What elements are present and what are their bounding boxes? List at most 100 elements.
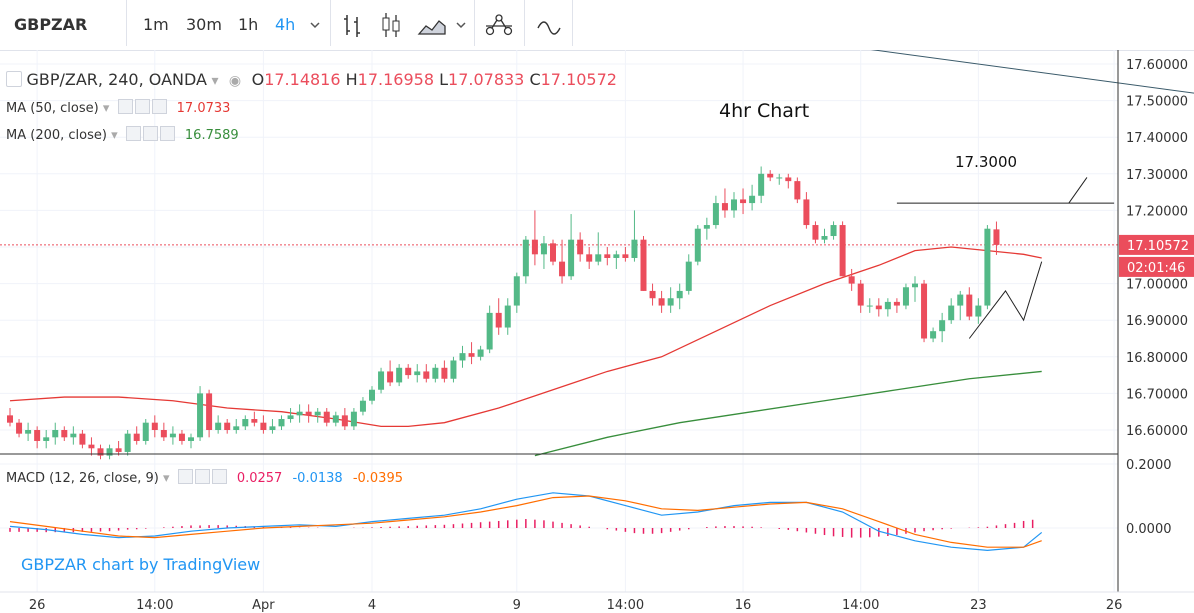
ma200-line — [534, 370, 1042, 457]
chevron-down-icon[interactable] — [309, 0, 321, 50]
countdown-tag — [1119, 256, 1194, 277]
tradingview-watermark[interactable]: GBPZAR chart by TradingView — [21, 555, 261, 574]
candle-body — [43, 437, 50, 441]
macd-label[interactable]: MACD (12, 26, close, 9) — [6, 471, 159, 486]
candle-body — [178, 433, 185, 441]
series-title[interactable]: GBP/ZAR, 240, OANDA — [26, 70, 207, 89]
chevron-down-icon[interactable]: ▾ — [163, 471, 170, 486]
candle-body — [450, 360, 457, 379]
low-value: 17.07833 — [448, 70, 525, 89]
candle-body — [251, 419, 258, 423]
candle-body — [550, 243, 556, 262]
candle-body — [631, 239, 638, 258]
candle-body — [749, 195, 756, 204]
close-icon[interactable] — [211, 469, 227, 484]
eye-icon[interactable] — [125, 126, 141, 141]
candle-body — [215, 422, 222, 430]
candle-body — [477, 349, 484, 357]
candle-body — [875, 305, 882, 310]
ma50-label[interactable]: MA (50, close) — [6, 101, 99, 116]
candle-body — [667, 298, 674, 306]
candle-body — [278, 419, 285, 427]
interval-1m-button[interactable]: 1m — [143, 15, 169, 34]
bar-style-icon[interactable] — [342, 0, 364, 50]
candle-body — [848, 276, 855, 284]
close-label: C — [529, 70, 541, 89]
candle-body — [305, 411, 312, 416]
candle-body — [975, 305, 982, 317]
candle-body — [169, 433, 176, 438]
chart-canvas[interactable]: 17.60000 17.50000 17.40000 17.30000 17.20000… — [0, 50, 1194, 613]
candle-body — [577, 239, 584, 255]
countdown-label: 02:01:46 — [1127, 261, 1185, 276]
toolbar-divider — [126, 0, 127, 46]
eye-icon[interactable] — [117, 99, 133, 114]
close-icon[interactable] — [159, 126, 175, 141]
trendline-line — [870, 50, 1194, 94]
candle-body — [7, 415, 13, 423]
gear-icon[interactable] — [194, 469, 210, 484]
price-tick-label: 17.60000 — [1126, 58, 1188, 73]
candle-body — [984, 228, 991, 306]
price-tick-label: 16.70000 — [1126, 387, 1188, 402]
macd-pane — [9, 492, 1043, 552]
candle-body — [314, 411, 321, 416]
toolbar-divider — [474, 0, 475, 46]
candle-body — [16, 422, 23, 434]
candle-body — [893, 301, 900, 306]
candle-body — [640, 239, 647, 291]
close-icon[interactable] — [151, 99, 167, 114]
price-tick-label: 16.90000 — [1126, 314, 1188, 329]
area-style-icon[interactable] — [417, 0, 447, 50]
candle-body — [151, 422, 158, 430]
candle-body — [486, 312, 493, 350]
interval-1h-button[interactable]: 1h — [238, 15, 259, 34]
candle-body — [559, 261, 566, 277]
macd-signal-value: -0.0395 — [352, 471, 403, 486]
macd-tick-label: 0.2000 — [1126, 458, 1172, 473]
candle-body — [522, 239, 529, 277]
chevron-down-icon[interactable]: ▾ — [111, 128, 118, 143]
price-axis: 17.60000 17.50000 17.40000 17.30000 17.20000… — [1119, 58, 1194, 537]
candle-body — [296, 411, 303, 416]
chart-annotation-title: 4hr Chart — [719, 100, 810, 122]
compare-icon[interactable] — [536, 0, 562, 50]
macd-line-value: -0.0138 — [292, 471, 343, 486]
candle-body — [206, 393, 213, 430]
candle-body — [323, 411, 330, 423]
candle-body — [423, 371, 430, 379]
chevron-down-icon[interactable] — [455, 0, 467, 50]
chevron-down-icon[interactable]: ▾ — [211, 73, 219, 89]
price-tick-label: 17.00000 — [1126, 278, 1188, 293]
candle-style-icon[interactable] — [380, 0, 402, 50]
candle-body — [703, 225, 710, 229]
eye-icon[interactable] — [177, 469, 193, 484]
price-tick-label: 17.40000 — [1126, 131, 1188, 146]
gear-icon[interactable] — [142, 126, 158, 141]
price-tick-label: 17.50000 — [1126, 95, 1188, 110]
gear-icon[interactable] — [134, 99, 150, 114]
candle-body — [350, 411, 357, 427]
chevron-down-icon[interactable]: ▾ — [102, 101, 110, 116]
interval-4h-button[interactable]: 4h — [275, 15, 296, 34]
candle-body — [767, 173, 774, 178]
candle-body — [332, 415, 339, 423]
candle-body — [604, 254, 611, 258]
high-label: H — [345, 70, 358, 89]
candle-body — [224, 422, 231, 430]
candle-body — [939, 320, 946, 332]
candle-body — [821, 236, 828, 240]
eye-icon[interactable]: ◉ — [228, 73, 242, 89]
ma200-label[interactable]: MA (200, close) — [6, 128, 107, 143]
candle-body — [568, 239, 575, 277]
indicators-icon[interactable] — [484, 0, 514, 50]
symbol-search-button[interactable]: GBPZAR — [14, 15, 88, 34]
interval-30m-button[interactable]: 30m — [186, 15, 222, 34]
candle-body — [97, 448, 104, 456]
macd-line — [9, 492, 1043, 552]
time-tick-label: 16 — [735, 598, 752, 613]
open-value: 17.14816 — [264, 70, 341, 89]
candle-body — [676, 290, 683, 299]
candle-body — [414, 371, 421, 376]
candle-body — [269, 426, 276, 430]
